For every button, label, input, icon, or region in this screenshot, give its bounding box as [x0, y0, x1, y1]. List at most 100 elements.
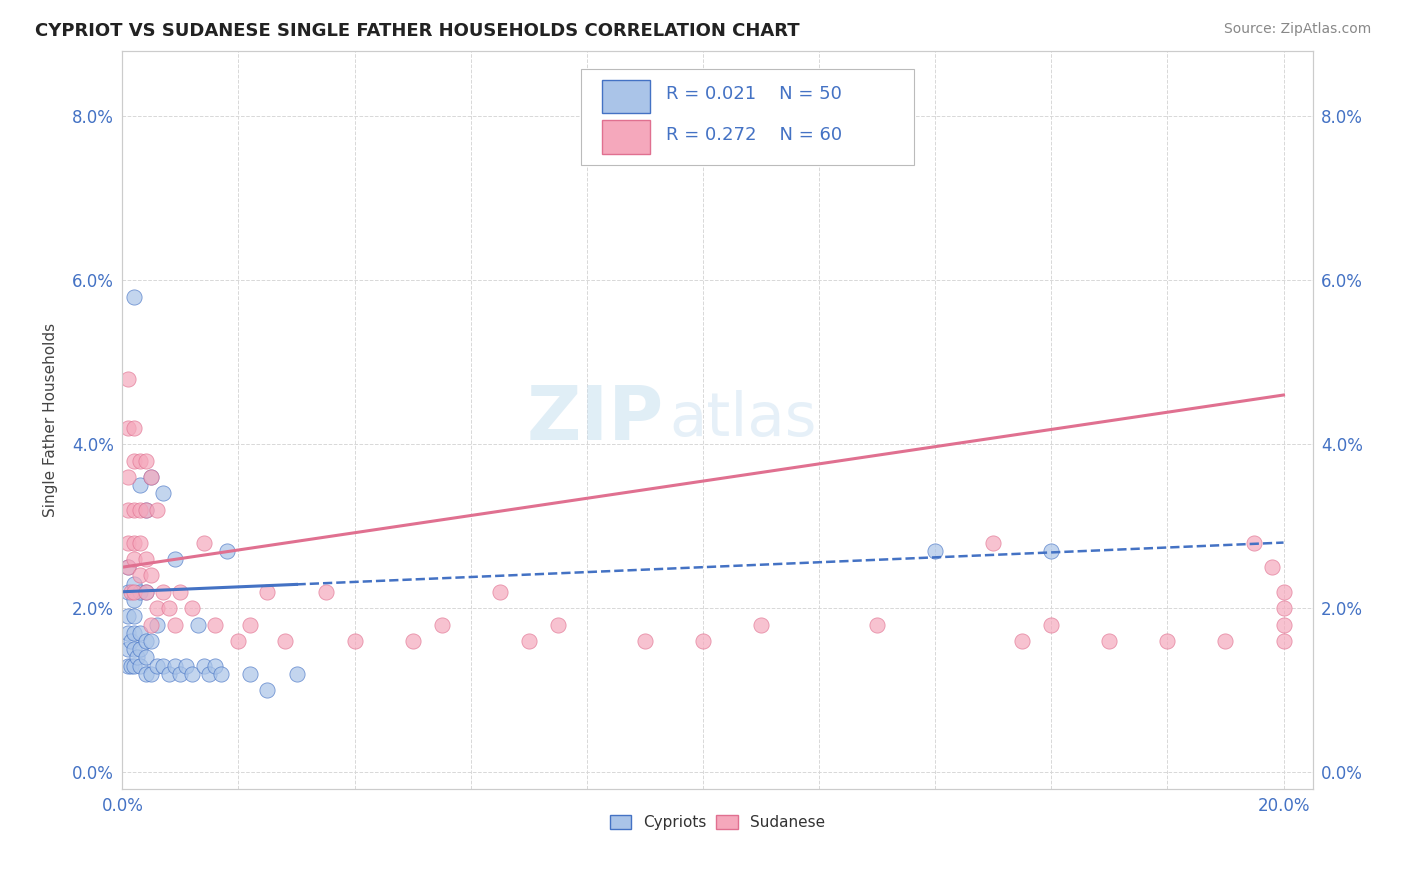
Point: [128, 478, 150, 492]
Point: [128, 453, 150, 467]
Point: [163, 658, 186, 673]
Point: [1215, 634, 1237, 648]
Point: [135, 584, 157, 599]
Point: [122, 593, 145, 607]
Point: [135, 650, 157, 665]
Point: [128, 642, 150, 657]
Point: [117, 642, 139, 657]
Point: [239, 666, 262, 681]
Point: [122, 421, 145, 435]
Point: [135, 552, 157, 566]
Point: [1272, 634, 1295, 648]
Point: [141, 634, 163, 648]
Point: [193, 658, 215, 673]
Point: [135, 666, 157, 681]
Point: [122, 576, 145, 591]
Point: [157, 601, 180, 615]
Point: [128, 568, 150, 582]
Point: [187, 617, 209, 632]
FancyBboxPatch shape: [581, 69, 914, 165]
Point: [128, 535, 150, 549]
Point: [122, 535, 145, 549]
Point: [157, 666, 180, 681]
Legend: Cypriots, Sudanese: Cypriots, Sudanese: [605, 808, 831, 836]
Point: [125, 650, 148, 665]
Point: [128, 503, 150, 517]
Point: [1156, 634, 1178, 648]
Point: [204, 617, 226, 632]
Point: [135, 634, 157, 648]
Point: [141, 568, 163, 582]
Point: [924, 543, 946, 558]
Point: [146, 503, 169, 517]
Text: R = 0.021    N = 50: R = 0.021 N = 50: [666, 86, 842, 103]
Text: Source: ZipAtlas.com: Source: ZipAtlas.com: [1223, 22, 1371, 37]
Point: [239, 617, 262, 632]
Text: R = 0.272    N = 60: R = 0.272 N = 60: [666, 126, 842, 144]
Point: [204, 658, 226, 673]
Point: [692, 634, 714, 648]
Point: [169, 666, 191, 681]
Point: [274, 634, 297, 648]
Point: [1272, 617, 1295, 632]
Point: [128, 658, 150, 673]
Point: [1261, 560, 1284, 574]
Point: [285, 666, 308, 681]
Point: [1040, 543, 1063, 558]
Point: [122, 658, 145, 673]
Point: [135, 503, 157, 517]
Point: [117, 560, 139, 574]
Point: [1011, 634, 1033, 648]
Point: [430, 617, 453, 632]
Point: [122, 503, 145, 517]
Point: [547, 617, 569, 632]
Point: [152, 658, 174, 673]
Point: [117, 535, 139, 549]
Point: [315, 584, 337, 599]
Point: [146, 658, 169, 673]
Point: [1272, 584, 1295, 599]
Point: [1040, 617, 1063, 632]
Point: [122, 609, 145, 624]
Point: [128, 625, 150, 640]
Point: [146, 617, 169, 632]
Point: [117, 503, 139, 517]
Point: [152, 584, 174, 599]
Point: [209, 666, 232, 681]
Point: [517, 634, 540, 648]
Point: [135, 453, 157, 467]
Point: [1098, 634, 1121, 648]
FancyBboxPatch shape: [602, 79, 650, 113]
Point: [174, 658, 197, 673]
Point: [163, 552, 186, 566]
Point: [146, 601, 169, 615]
Point: [169, 584, 191, 599]
Text: CYPRIOT VS SUDANESE SINGLE FATHER HOUSEHOLDS CORRELATION CHART: CYPRIOT VS SUDANESE SINGLE FATHER HOUSEH…: [35, 22, 800, 40]
Point: [141, 470, 163, 484]
Point: [120, 584, 142, 599]
Point: [256, 584, 278, 599]
Point: [141, 470, 163, 484]
FancyBboxPatch shape: [602, 120, 650, 153]
Point: [117, 609, 139, 624]
Point: [122, 453, 145, 467]
Point: [1243, 535, 1265, 549]
Point: [117, 470, 139, 484]
Point: [117, 584, 139, 599]
Text: atlas: atlas: [669, 390, 817, 449]
Point: [488, 584, 510, 599]
Y-axis label: Single Father Households: Single Father Households: [44, 323, 58, 516]
Text: ZIP: ZIP: [527, 383, 664, 456]
Point: [181, 601, 204, 615]
Point: [634, 634, 657, 648]
Point: [135, 503, 157, 517]
Point: [122, 584, 145, 599]
Point: [215, 543, 238, 558]
Point: [120, 634, 142, 648]
Point: [181, 666, 204, 681]
Point: [122, 290, 145, 304]
Point: [152, 486, 174, 500]
Point: [117, 625, 139, 640]
Point: [141, 666, 163, 681]
Point: [1272, 601, 1295, 615]
